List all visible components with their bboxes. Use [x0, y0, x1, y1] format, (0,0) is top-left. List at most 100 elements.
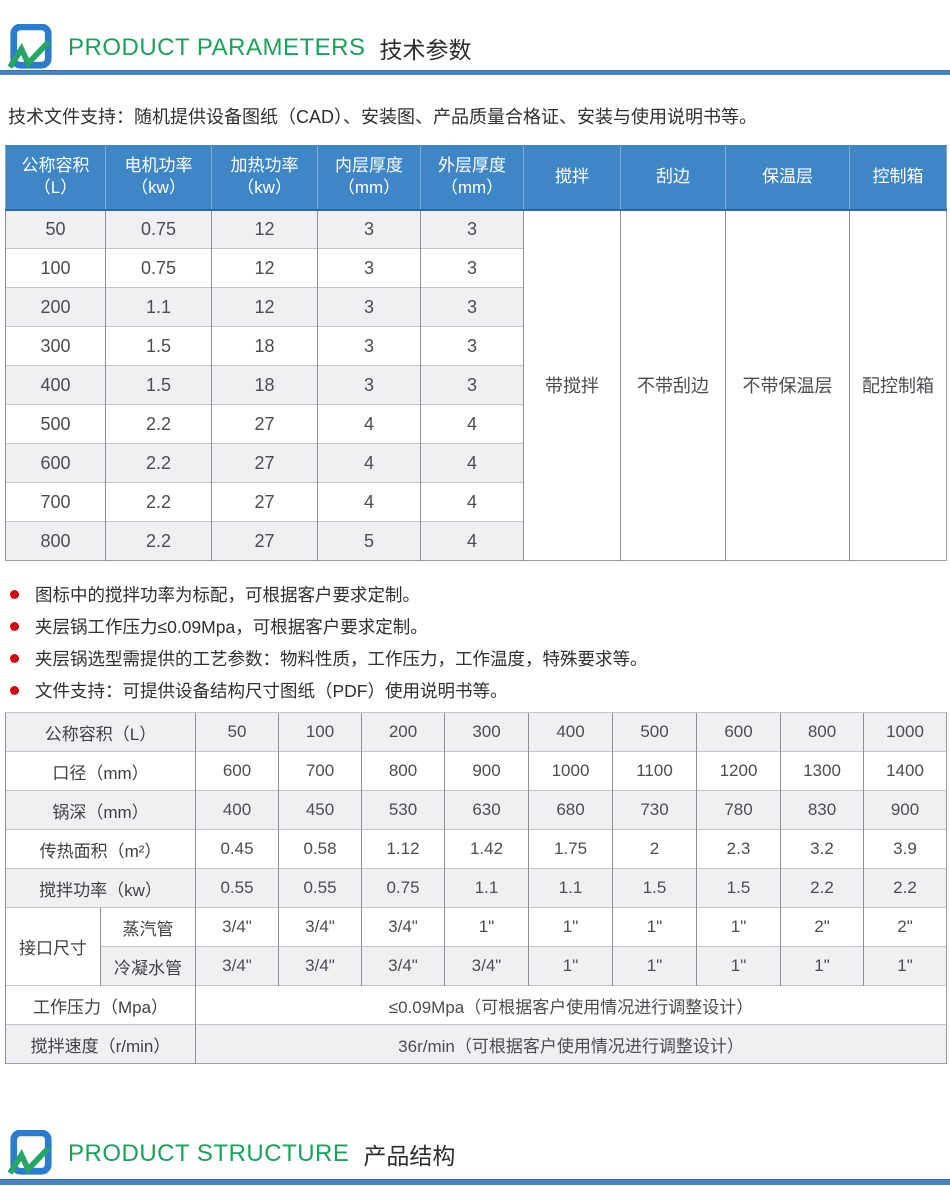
- column-header-line: 公称容积: [21, 156, 90, 176]
- column-header: 电机功率 （kw）: [105, 145, 212, 211]
- notes-list: 图标中的搅拌功率为标配，可根据客户要求定制。夹层锅工作压力≤0.09Mpa，可根…: [10, 578, 648, 706]
- table-row: 接口尺寸 蒸汽管 3/4" 3/4" 3/4" 1" 1" 1" 1" 2" 2": [5, 907, 947, 986]
- table-row: 500 2.2 27 4 4: [5, 404, 947, 444]
- row-sublabel: 蒸汽管: [100, 907, 196, 947]
- spec-cell: 2: [612, 829, 697, 869]
- spec-cell: 3: [317, 326, 421, 366]
- spec-cell: 27: [211, 482, 318, 522]
- section-divider: [0, 1179, 950, 1185]
- spec-cell: 0.75: [105, 209, 212, 249]
- table-row: 口径（mm） 600 700 800 900 1000 1100 1200 1300 1400: [5, 751, 947, 791]
- spec-cell: 3/4": [195, 907, 279, 947]
- spec-cell: 2": [863, 907, 947, 947]
- spec-cell: 600: [5, 443, 106, 483]
- spec-cell: 800: [361, 751, 445, 791]
- spec-cell: 12: [211, 248, 318, 288]
- spec-cell: 3: [317, 287, 421, 327]
- spec-cell: 0.75: [105, 248, 212, 288]
- spec-cell: 680: [528, 790, 613, 830]
- table-row: 100 0.75 12 3 3: [5, 248, 947, 288]
- column-header-line: （L）: [33, 178, 78, 198]
- table-row: 700 2.2 27 4 4: [5, 482, 947, 522]
- table-row: 搅拌功率（kw） 0.55 0.55 0.75 1.1 1.1 1.5 1.5 2.2 2.2: [5, 868, 947, 908]
- section-title-cn: 技术参数: [379, 37, 472, 63]
- section-title-en: PRODUCT PARAMETERS: [68, 34, 366, 61]
- spec-table-2: 公称容积（L） 50 100 200 300 400 500 600 800 1000 口径（mm）…: [5, 712, 947, 1064]
- spec-cell: 100: [5, 248, 106, 288]
- note-item: 夹层锅选型需提供的工艺参数：物料性质，工作压力，工作温度，特殊要求等。: [10, 642, 648, 674]
- span-value-cell: ≤0.09Mpa（可根据客户使用情况进行调整设计）: [195, 985, 947, 1025]
- spec-cell: 3/4": [361, 946, 445, 986]
- column-header-line: 控制箱: [872, 167, 924, 187]
- spec-cell: 3.9: [863, 829, 947, 869]
- spec-cell: 3/4": [444, 946, 529, 986]
- spec-cell: 50: [5, 209, 106, 249]
- spec-cell: 1.42: [444, 829, 529, 869]
- column-header-line: 刮边: [656, 167, 690, 187]
- table-row: 公称容积（L） 50 100 200 300 400 500 600 800 1000: [5, 712, 947, 752]
- spec-cell: 600: [696, 712, 781, 752]
- bullet-dot-icon: [10, 653, 19, 663]
- row-label: 搅拌速度（r/min）: [5, 1024, 196, 1064]
- spec-cell: 1.5: [696, 868, 781, 908]
- note-text: 夹层锅选型需提供的工艺参数：物料性质，工作压力，工作温度，特殊要求等。: [35, 648, 648, 669]
- spec-cell: 1000: [863, 712, 947, 752]
- spec-cell: 800: [780, 712, 864, 752]
- spec-cell: 3/4": [195, 946, 279, 986]
- spec-cell: 4: [420, 404, 524, 444]
- spec-cell: 800: [5, 521, 106, 561]
- spec-table-1-body: 50 0.75 12 3 3 带搅拌 不带刮边 不带保温层 配控制箱 100 0.75 12 3 3 200…: [5, 209, 947, 561]
- merged-cell: 配控制箱: [849, 209, 947, 561]
- note-item: 夹层锅工作压力≤0.09Mpa，可根据客户要求定制。: [10, 610, 648, 642]
- spec-cell: 27: [211, 404, 318, 444]
- column-header: 刮边: [620, 145, 726, 211]
- spec-cell: 2.2: [105, 443, 212, 483]
- spec-cell: 3: [420, 326, 524, 366]
- spec-cell: 1.5: [612, 868, 697, 908]
- spec-cell: 900: [863, 790, 947, 830]
- bullet-dot-icon: [10, 685, 19, 695]
- spec-cell: 630: [444, 790, 529, 830]
- note-item: 图标中的搅拌功率为标配，可根据客户要求定制。: [10, 578, 648, 610]
- spec-cell: 3: [420, 365, 524, 405]
- table-row: 传热面积（m²） 0.45 0.58 1.12 1.42 1.75 2 2.3 3.2 3.9: [5, 829, 947, 869]
- spec-cell: 0.58: [278, 829, 362, 869]
- table-row: 50 0.75 12 3 3 带搅拌 不带刮边 不带保温层 配控制箱: [5, 209, 947, 561]
- spec-cell: 500: [5, 404, 106, 444]
- spec-cell: 2.2: [105, 482, 212, 522]
- column-header: 保温层: [725, 145, 850, 211]
- spec-cell: 300: [5, 326, 106, 366]
- spec-cell: 830: [780, 790, 864, 830]
- note-text: 夹层锅工作压力≤0.09Mpa，可根据客户要求定制。: [35, 616, 428, 637]
- spec-cell: 1": [863, 946, 947, 986]
- column-header-line: （kw）: [237, 178, 292, 198]
- row-sublabel: 冷凝水管: [100, 946, 196, 986]
- column-header-line: （kw）: [131, 178, 186, 198]
- merged-cell: 带搅拌: [523, 209, 621, 561]
- spec-cell: 1": [444, 907, 529, 947]
- row-group-label: 接口尺寸: [5, 907, 101, 986]
- spec-cell: 1": [528, 946, 613, 986]
- column-header-line: 外层厚度: [438, 156, 506, 176]
- column-header-line: 加热功率: [230, 156, 299, 176]
- spec-cell: 2.2: [780, 868, 864, 908]
- spec-cell: 600: [195, 751, 279, 791]
- spec-cell: 300: [444, 712, 529, 752]
- table-row: 工作压力（Mpa） ≤0.09Mpa（可根据客户使用情况进行调整设计）: [5, 985, 947, 1025]
- brand-logo-icon: [8, 1130, 52, 1175]
- column-header: 内层厚度 （mm）: [317, 145, 421, 211]
- section-header-structure: PRODUCT STRUCTURE 产品结构: [8, 1130, 455, 1178]
- spec-cell: 3/4": [278, 907, 362, 947]
- table-row: 冷凝水管 3/4" 3/4" 3/4" 3/4" 1" 1" 1" 1" 1": [5, 946, 947, 986]
- spec-cell: 27: [211, 521, 318, 561]
- spec-cell: 18: [211, 326, 318, 366]
- spec-cell: 700: [278, 751, 362, 791]
- spec-cell: 900: [444, 751, 529, 791]
- spec-cell: 1.5: [105, 326, 212, 366]
- section-title-cn: 产品结构: [363, 1143, 456, 1169]
- table-row: 搅拌速度（r/min） 36r/min（可根据客户使用情况进行调整设计）: [5, 1024, 947, 1064]
- spec-cell: 0.55: [278, 868, 362, 908]
- spec-table-1-head: 公称容积 （L） 电机功率 （kw） 加热功率 （kw） 内层厚度 （mm） 外层厚度 （mm）搅…: [5, 145, 947, 211]
- section-header-parameters: PRODUCT PARAMETERS 技术参数: [8, 24, 471, 72]
- column-header: 外层厚度 （mm）: [420, 145, 524, 211]
